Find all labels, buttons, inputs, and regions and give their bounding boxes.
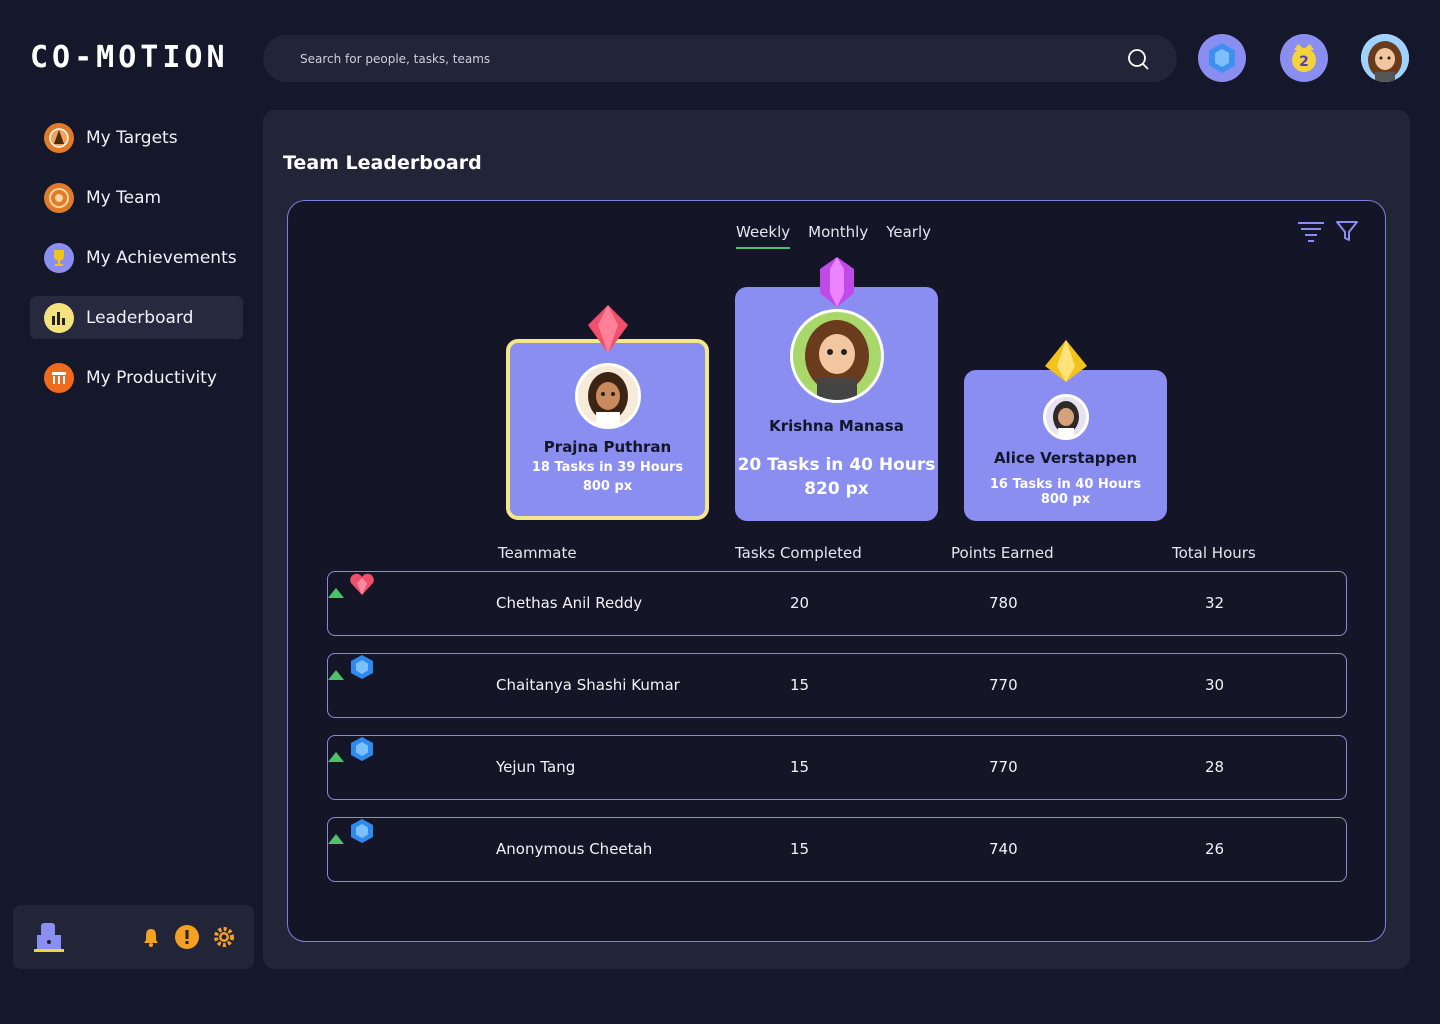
- podium-points: 820 px: [804, 479, 869, 499]
- sidebar-item-my-team[interactable]: My Team: [30, 176, 243, 219]
- podium-points: 800 px: [582, 479, 633, 494]
- search-icon[interactable]: [1127, 48, 1149, 70]
- trend-up-icon: [328, 670, 344, 680]
- sort-icon[interactable]: [1297, 219, 1325, 243]
- period-tabs: Weekly Monthly Yearly: [736, 223, 931, 249]
- row-name: Yejun Tang: [496, 758, 576, 776]
- podium-card-second[interactable]: Prajna Puthran 18 Tasks in 39 Hours 800 …: [506, 305, 709, 520]
- trophy-icon: [44, 242, 74, 273]
- blue-gem-icon: [350, 655, 373, 679]
- leaderboard-board: Weekly Monthly Yearly Prajna: [287, 200, 1386, 942]
- profile-workstation-icon[interactable]: [31, 919, 67, 955]
- sidebar-item-label: My Productivity: [86, 367, 217, 388]
- sidebar-item-label: My Targets: [86, 127, 178, 148]
- table-row[interactable]: Anonymous Cheetah 15 740 26: [327, 817, 1347, 882]
- blue-gem-icon: [350, 737, 373, 761]
- row-points: 780: [989, 594, 1018, 612]
- column-header-points: Points Earned: [951, 544, 1054, 562]
- red-gem-icon: [587, 305, 628, 353]
- row-tasks: 15: [790, 840, 810, 858]
- sidebar-nav: My Targets My Team My Achievements Leade…: [30, 116, 243, 416]
- level-badge[interactable]: 2: [1280, 34, 1328, 82]
- podium-card-third[interactable]: Alice Verstappen 16 Tasks in 40 Hours 80…: [964, 340, 1167, 521]
- sidebar-item-my-productivity[interactable]: My Productivity: [30, 356, 243, 399]
- column-header-hours: Total Hours: [1172, 544, 1256, 562]
- tab-weekly[interactable]: Weekly: [736, 223, 791, 249]
- row-points: 740: [989, 840, 1018, 858]
- podium-card-first[interactable]: Krishna Manasa 20 Tasks in 40 Hours 820 …: [735, 257, 938, 521]
- sidebar-item-label: Leaderboard: [86, 307, 194, 328]
- table-row[interactable]: Chethas Anil Reddy 20 780 32: [327, 571, 1347, 636]
- column-header-tasks: Tasks Completed: [735, 544, 862, 562]
- row-tasks: 20: [790, 594, 810, 612]
- target-icon: [44, 122, 74, 153]
- user-avatar-icon: [1361, 34, 1409, 82]
- app-logo[interactable]: CO-MOTION: [30, 40, 229, 75]
- filter-controls: [1297, 219, 1359, 243]
- row-points: 770: [989, 758, 1018, 776]
- row-points: 770: [989, 676, 1018, 694]
- podium-tasks: 18 Tasks in 39 Hours: [531, 460, 684, 475]
- svg-text:2: 2: [1299, 54, 1309, 70]
- heart-gem-icon: [350, 573, 374, 595]
- sidebar-item-label: My Team: [86, 187, 162, 208]
- alert-icon[interactable]: [174, 924, 200, 950]
- filter-icon[interactable]: [1335, 219, 1359, 243]
- avatar: [789, 309, 884, 403]
- sidebar-item-my-targets[interactable]: My Targets: [30, 116, 243, 159]
- search-bar[interactable]: [263, 35, 1177, 82]
- avatar: [574, 363, 641, 429]
- podium-points: 800 px: [1040, 492, 1091, 507]
- search-input[interactable]: [300, 51, 1127, 66]
- row-hours: 26: [1205, 840, 1225, 858]
- table-row[interactable]: Yejun Tang 15 770 28: [327, 735, 1347, 800]
- purple-gem-icon: [819, 257, 854, 307]
- row-hours: 32: [1205, 594, 1225, 612]
- yellow-gem-icon: [1044, 340, 1087, 382]
- row-tasks: 15: [790, 758, 810, 776]
- column-header-teammate: Teammate: [498, 544, 577, 562]
- row-name: Chethas Anil Reddy: [496, 594, 643, 612]
- row-tasks: 15: [790, 676, 810, 694]
- tab-yearly[interactable]: Yearly: [886, 223, 932, 241]
- crown-level-icon: 2: [1292, 44, 1316, 72]
- productivity-icon: [44, 362, 74, 393]
- sidebar-item-label: My Achievements: [86, 247, 237, 268]
- main-panel: Team Leaderboard Weekly Monthly Yearly: [263, 110, 1410, 969]
- team-icon: [44, 182, 74, 213]
- row-name: Chaitanya Shashi Kumar: [496, 676, 680, 694]
- podium-tasks: 20 Tasks in 40 Hours: [737, 455, 936, 475]
- bell-icon[interactable]: [140, 926, 162, 948]
- table-row[interactable]: Chaitanya Shashi Kumar 15 770 30: [327, 653, 1347, 718]
- podium-name: Alice Verstappen: [993, 449, 1138, 467]
- podium-name: Krishna Manasa: [769, 417, 904, 435]
- podium-name: Prajna Puthran: [543, 438, 672, 456]
- sidebar-footer: [13, 905, 254, 969]
- row-hours: 30: [1205, 676, 1225, 694]
- podium-tasks: 16 Tasks in 40 Hours: [989, 477, 1142, 492]
- sidebar-item-leaderboard[interactable]: Leaderboard: [30, 296, 243, 339]
- page-title: Team Leaderboard: [283, 152, 482, 174]
- tab-monthly[interactable]: Monthly: [808, 223, 869, 241]
- trend-up-icon: [328, 834, 344, 844]
- row-hours: 28: [1205, 758, 1225, 776]
- sidebar-item-my-achievements[interactable]: My Achievements: [30, 236, 243, 279]
- trend-up-icon: [328, 752, 344, 762]
- row-name: Anonymous Cheetah: [496, 840, 653, 858]
- gear-icon[interactable]: [212, 925, 236, 949]
- trend-up-icon: [328, 588, 344, 598]
- blue-gem-icon: [1209, 43, 1235, 73]
- blue-gem-icon: [350, 819, 373, 843]
- user-avatar[interactable]: [1361, 34, 1409, 82]
- avatar: [1042, 394, 1089, 440]
- gem-rank-badge[interactable]: [1198, 34, 1246, 82]
- bar-chart-icon: [44, 302, 74, 333]
